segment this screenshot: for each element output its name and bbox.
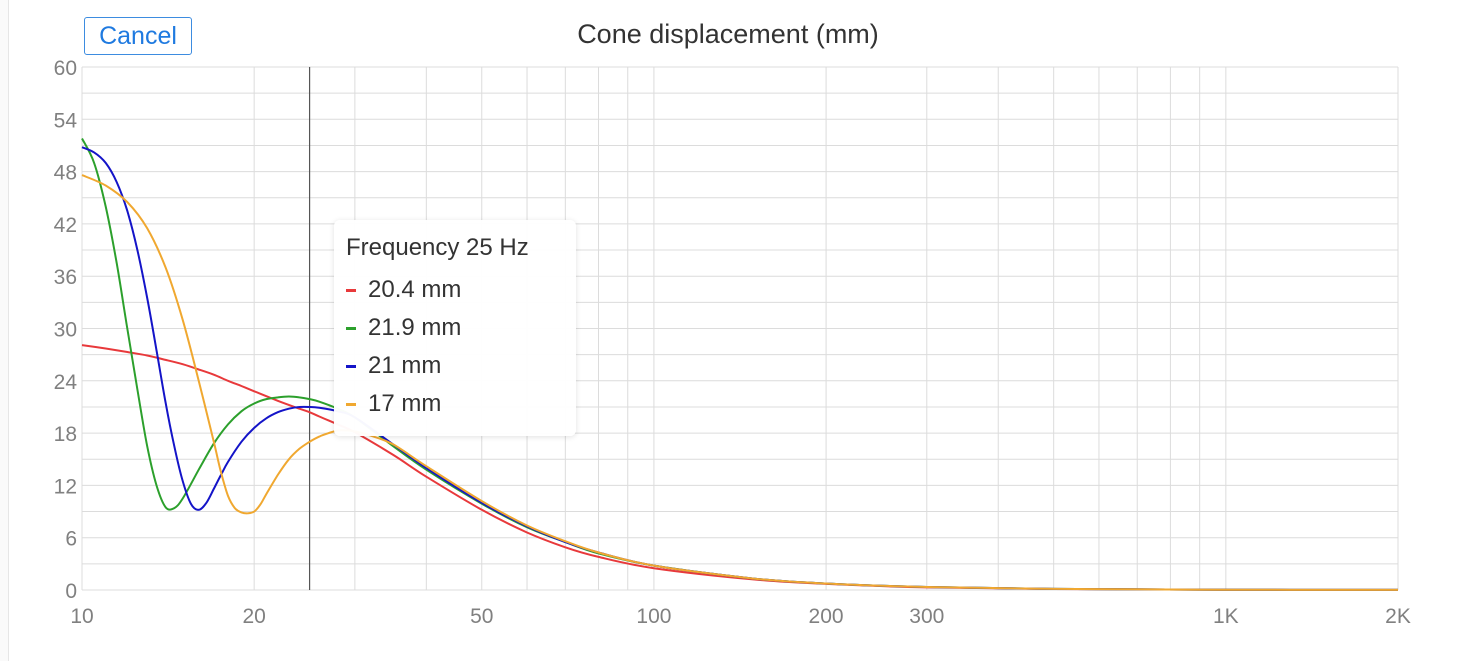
y-tick-label: 30: [54, 319, 77, 342]
tooltip-row-red: 20.4 mm: [346, 271, 576, 309]
x-tick-label: 10: [70, 605, 93, 628]
series-line-green: [81, 138, 1399, 591]
tooltip-value: 21.9 mm: [368, 314, 462, 341]
y-tick-label: 24: [54, 371, 78, 394]
series-line-blue: [81, 146, 1399, 591]
red-swatch-icon: [346, 288, 356, 292]
cancel-button[interactable]: Cancel: [84, 17, 192, 55]
tooltip-row-green: 21.9 mm: [346, 309, 576, 347]
tooltip-row-blue: 21 mm: [346, 347, 576, 385]
tooltip-value: 20.4 mm: [368, 276, 462, 303]
y-tick-label: 42: [54, 214, 77, 237]
series-line-orange: [81, 174, 1399, 591]
tooltip-value: 21 mm: [368, 352, 442, 379]
y-tick-label: 18: [54, 423, 77, 446]
y-tick-label: 54: [54, 109, 78, 132]
left-panel-edge: [0, 0, 9, 661]
series-line-red: [81, 344, 1399, 591]
x-tick-label: 2K: [1385, 605, 1411, 628]
chart-grid: [81, 66, 1399, 591]
y-tick-label: 6: [65, 528, 77, 551]
y-tick-label: 60: [54, 57, 77, 80]
x-tick-label: 300: [909, 605, 944, 628]
value-tooltip: Frequency 25 Hz 20.4 mm 21.9 mm 21 mm 17…: [334, 220, 576, 436]
chart-title: Cone displacement (mm): [577, 19, 879, 49]
y-tick-label: 0: [65, 580, 77, 603]
orange-swatch-icon: [346, 402, 356, 406]
y-tick-label: 12: [54, 475, 77, 498]
tooltip-row-orange: 17 mm: [346, 385, 576, 423]
x-tick-label: 20: [242, 605, 265, 628]
y-tick-label: 36: [54, 266, 77, 289]
y-axis: 0 6 12 18 24 30 36 42 48 54 60: [54, 57, 78, 603]
x-tick-label: 100: [636, 605, 671, 628]
x-tick-label: 50: [470, 605, 493, 628]
y-tick-label: 48: [54, 162, 77, 185]
x-axis: 10 20 50 100 200 300 1K 2K: [70, 605, 1411, 628]
tooltip-value: 17 mm: [368, 390, 442, 417]
green-swatch-icon: [346, 326, 356, 330]
blue-swatch-icon: [346, 364, 356, 368]
x-tick-label: 200: [809, 605, 844, 628]
chart-series: [81, 138, 1399, 591]
x-tick-label: 1K: [1213, 605, 1239, 628]
tooltip-title: Frequency 25 Hz: [346, 234, 529, 261]
